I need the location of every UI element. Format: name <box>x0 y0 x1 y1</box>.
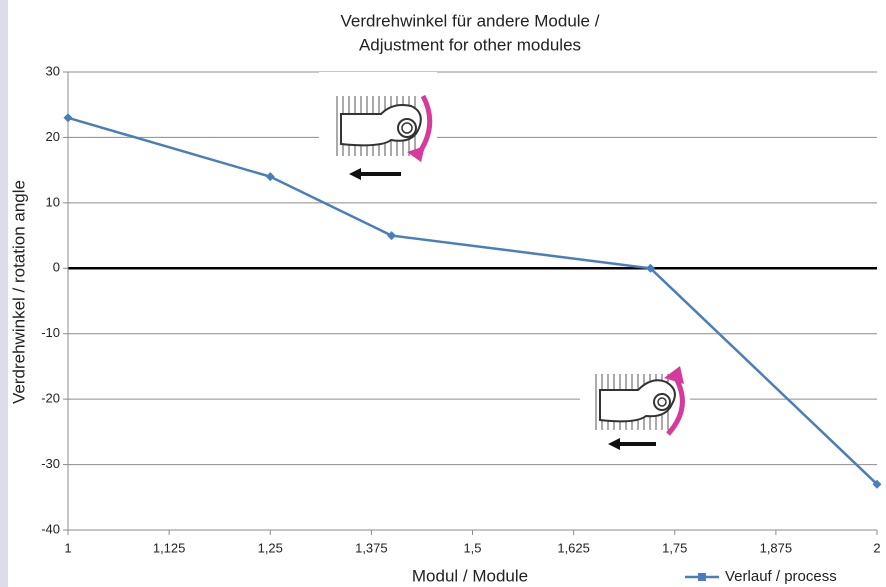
x-tick-label: 1,875 <box>760 540 793 555</box>
y-tick-label: 0 <box>53 260 60 275</box>
y-tick-label: 30 <box>46 63 60 78</box>
chart-title: Adjustment for other modules <box>359 35 581 54</box>
data-point <box>387 231 396 240</box>
y-tick-label: -40 <box>41 521 60 536</box>
x-tick-label: 2 <box>873 540 880 555</box>
y-axis-label: Verdrehwinkel / rotation angle <box>9 180 28 404</box>
x-tick-label: 1 <box>64 540 71 555</box>
side-strip <box>0 0 8 587</box>
y-tick-label: -10 <box>41 325 60 340</box>
x-tick-label: 1,625 <box>557 540 590 555</box>
x-tick-label: 1,125 <box>153 540 186 555</box>
legend-label: Verlauf / process <box>725 568 837 585</box>
chart: Verdrehwinkel für andere Module / Adjust… <box>0 0 886 587</box>
data-point <box>64 113 73 122</box>
series-line <box>68 118 877 484</box>
legend-marker <box>698 573 706 581</box>
rotation-icon <box>580 350 690 460</box>
y-tick-label: -20 <box>41 391 60 406</box>
x-tick-label: 1,375 <box>355 540 388 555</box>
y-tick-label: 20 <box>46 129 60 144</box>
chart-title: Verdrehwinkel für andere Module / <box>341 11 600 30</box>
y-tick-label: -30 <box>41 456 60 471</box>
rotation-icon <box>319 72 437 185</box>
x-tick-label: 1,75 <box>662 540 687 555</box>
x-tick-label: 1,25 <box>258 540 283 555</box>
data-point <box>266 172 275 181</box>
x-tick-label: 1,5 <box>463 540 481 555</box>
x-axis-label: Modul / Module <box>412 566 528 585</box>
y-tick-label: 10 <box>46 194 60 209</box>
